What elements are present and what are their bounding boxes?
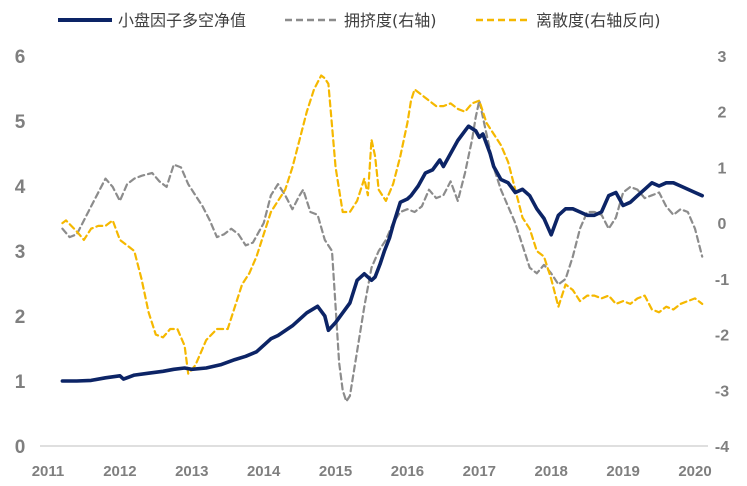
right-tick-label: 1: [718, 160, 727, 177]
series-line-net-value: [60, 124, 704, 383]
x-tick-label: 2017: [463, 463, 496, 480]
legend-item-net-value: 小盘因子多空净值: [58, 11, 246, 30]
x-tick-label: 2015: [319, 463, 352, 480]
left-tick-label: 3: [15, 242, 26, 263]
series-layer: [60, 74, 704, 403]
right-tick-label: -2: [715, 328, 729, 345]
right-axis-ticks: -4 -3 -2 -1 0 1 2 3: [715, 49, 729, 456]
legend-item-dispersion: 离散度(右轴反向): [476, 11, 661, 30]
left-tick-label: 0: [15, 437, 26, 458]
left-tick-label: 6: [15, 47, 26, 68]
left-tick-label: 1: [15, 372, 26, 393]
x-tick-label: 2019: [606, 463, 639, 480]
x-tick-label: 2013: [175, 463, 208, 480]
right-tick-label: -1: [715, 272, 729, 289]
right-tick-label: 0: [718, 216, 727, 233]
legend-label-crowding: 拥挤度(右轴): [344, 11, 437, 30]
legend-item-crowding: 拥挤度(右轴): [285, 11, 437, 30]
left-axis-ticks: 0 1 2 3 4 5 6: [15, 47, 26, 458]
series-line-dispersion: [61, 74, 704, 375]
right-tick-label: -4: [715, 439, 729, 456]
x-tick-label: 2020: [678, 463, 711, 480]
x-axis-ticks: 2011 2012 2013 2014 2015 2016 2017 2018 2019 2020: [32, 463, 712, 480]
series-line-crowding: [61, 99, 704, 403]
x-tick-label: 2016: [391, 463, 424, 480]
x-tick-label: 2014: [247, 463, 281, 480]
left-tick-label: 5: [15, 112, 26, 133]
left-tick-label: 4: [15, 177, 26, 198]
x-tick-label: 2012: [103, 463, 136, 480]
x-tick-label: 2011: [32, 463, 65, 480]
legend-label-net-value: 小盘因子多空净值: [118, 11, 246, 30]
right-tick-label: 2: [718, 105, 727, 122]
right-tick-label: -3: [715, 383, 729, 400]
left-tick-label: 2: [15, 307, 26, 328]
right-tick-label: 3: [718, 49, 727, 66]
x-tick-label: 2018: [535, 463, 568, 480]
legend: 小盘因子多空净值 拥挤度(右轴) 离散度(右轴反向): [58, 11, 661, 30]
legend-label-dispersion: 离散度(右轴反向): [536, 11, 661, 30]
